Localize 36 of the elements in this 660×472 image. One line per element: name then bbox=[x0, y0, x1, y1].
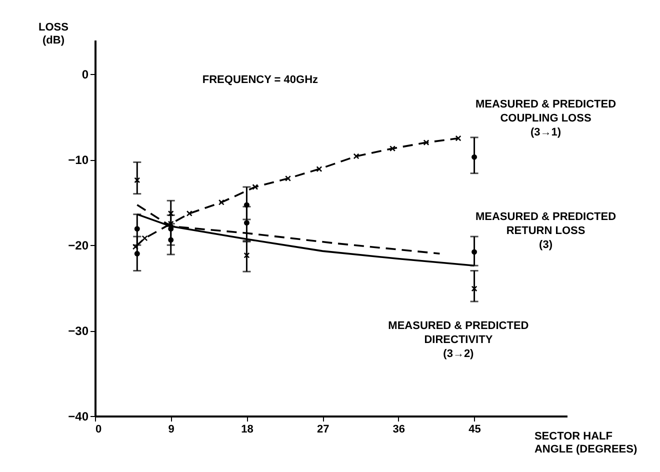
point bbox=[472, 154, 478, 160]
point bbox=[186, 210, 192, 216]
x-tick-label: 36 bbox=[392, 424, 406, 436]
y-tick-label: −40 bbox=[68, 410, 89, 424]
x-tick-label: 9 bbox=[168, 424, 174, 436]
y-tick-label: 0 bbox=[82, 68, 89, 82]
x-tick-label: 45 bbox=[468, 424, 481, 436]
annotation: FREQUENCY = 40GHz bbox=[202, 74, 319, 86]
x-tick-label: 0 bbox=[96, 424, 102, 436]
point bbox=[134, 226, 140, 232]
point bbox=[244, 220, 250, 226]
annotation: MEASURED & PREDICTED DIRECTIVITY (3→2) bbox=[388, 320, 529, 360]
x-tick-label: 18 bbox=[241, 424, 254, 436]
point bbox=[353, 153, 360, 160]
point bbox=[472, 249, 478, 255]
y-tick-label: −10 bbox=[68, 153, 89, 168]
x-tick-label: 27 bbox=[316, 424, 330, 436]
point bbox=[455, 135, 462, 142]
point bbox=[244, 252, 250, 258]
point bbox=[134, 250, 140, 256]
point bbox=[134, 177, 140, 184]
point bbox=[285, 175, 292, 182]
y-tick-label: −20 bbox=[68, 238, 89, 253]
annotation: MEASURED & PREDICTED RETURN LOSS (3) bbox=[475, 211, 616, 252]
y-tick-label: −30 bbox=[68, 324, 89, 338]
point bbox=[471, 286, 478, 292]
point bbox=[316, 166, 322, 172]
point bbox=[218, 199, 224, 206]
point bbox=[423, 140, 430, 146]
y-axis-title: LOSS (dB) bbox=[38, 22, 68, 46]
point bbox=[132, 244, 138, 250]
annotation: MEASURED & PREDICTED COUPLING LOSS (3→1) bbox=[475, 98, 616, 138]
point bbox=[252, 184, 258, 190]
x-axis-title: SECTOR HALF ANGLE (DEGREES) bbox=[534, 430, 638, 456]
point bbox=[390, 146, 396, 152]
point bbox=[142, 235, 148, 242]
